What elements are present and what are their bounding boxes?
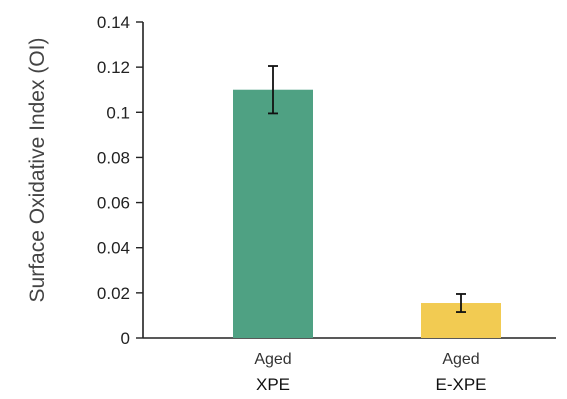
x-labels: Aged XPE Aged E-XPE [254,351,486,394]
y-tick-label: 0.08 [97,148,130,167]
y-tick-label: 0.06 [97,194,130,213]
y-tick-label: 0.12 [97,58,130,77]
x-category-label: XPE [256,375,290,394]
x-category-label: E-XPE [435,375,486,394]
y-tick-label: 0.14 [97,13,130,32]
x-sublabel: Aged [254,351,291,368]
y-tick-label: 0.02 [97,284,130,303]
bar [233,89,313,338]
bars [233,89,501,338]
y-tick-label: 0.04 [97,239,130,258]
y-axis-label: Surface Oxidative Index (OI) [26,38,49,303]
y-tick-label: 0 [121,329,130,348]
y-ticks: 0 0.02 0.04 0.06 0.08 0.1 0.12 0.14 [97,13,143,348]
y-tick-label: 0.1 [106,103,130,122]
x-sublabel: Aged [442,351,479,368]
axes [142,22,556,339]
error-bars [268,65,466,313]
